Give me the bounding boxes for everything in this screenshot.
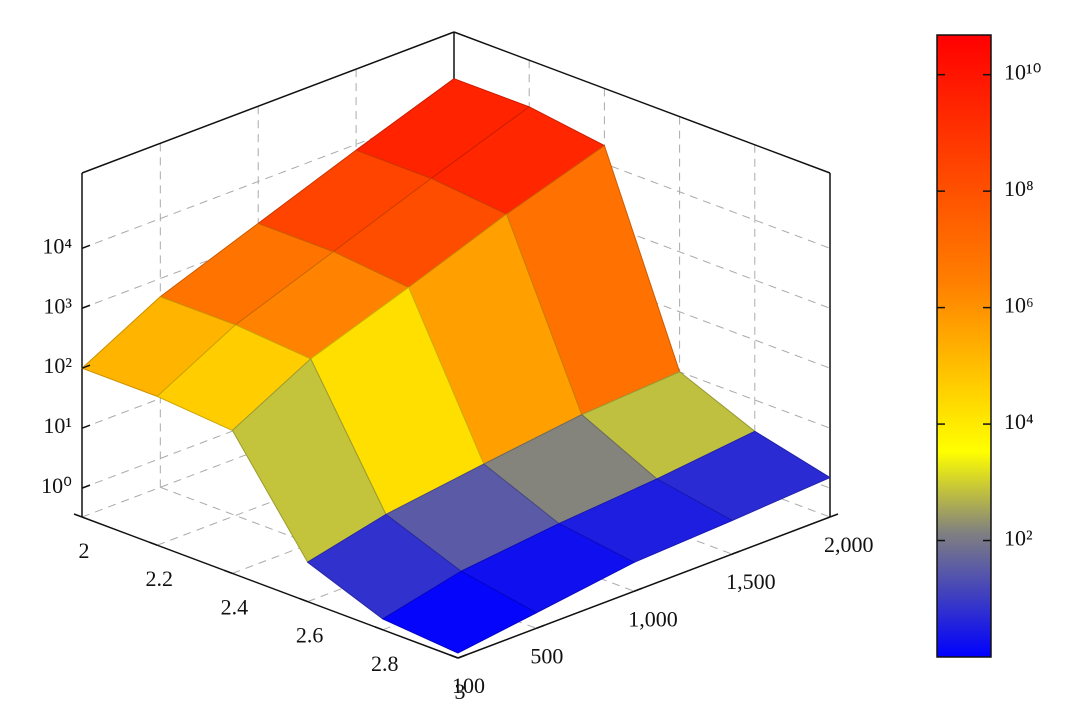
x-tick-label: 2.2 — [145, 566, 173, 591]
z-tick — [81, 244, 91, 249]
colorbar-tick-label: 10⁸ — [1004, 176, 1034, 201]
colorbar-tick-label: 10⁶ — [1004, 293, 1034, 318]
z-tick — [81, 424, 91, 429]
surface — [81, 78, 831, 654]
colorbar-ticks: 10² 10⁴ 10⁶ 10⁸ 10¹⁰ — [937, 60, 1042, 551]
y-tick-label: 100 — [452, 673, 485, 698]
colorbar — [936, 34, 992, 658]
z-tick — [81, 364, 91, 369]
axis-edge — [81, 516, 459, 659]
y-tick — [731, 550, 741, 555]
z-tick-label: 10² — [43, 353, 72, 378]
y-tick-label: 1,500 — [726, 569, 776, 594]
y-tick-label: 1,000 — [628, 606, 678, 631]
grid-line — [81, 106, 455, 249]
colorbar-tick-label: 10⁴ — [1004, 409, 1034, 434]
x-tick — [73, 513, 83, 518]
x-tick — [148, 541, 158, 546]
x-tick-label: 3 — [455, 679, 466, 704]
grid-line — [453, 106, 831, 249]
grid-line — [453, 166, 831, 309]
z-tick-label: 10¹ — [43, 413, 72, 438]
x-tick — [299, 597, 308, 603]
y-tick-label: 2,000 — [824, 532, 874, 557]
z-tick — [81, 304, 91, 309]
axis-edge — [81, 31, 455, 174]
axis-edge — [453, 31, 831, 174]
colorbar-tick-label: 10² — [1004, 526, 1033, 551]
y-tick-label: 500 — [530, 643, 563, 668]
z-tick-label: 10³ — [43, 293, 72, 318]
x-tick-label: 2.6 — [296, 623, 324, 648]
surface-patch — [382, 570, 537, 654]
x-tick-label: 2.8 — [371, 651, 399, 676]
z-tick-label: 10⁴ — [42, 233, 72, 258]
x-tick — [374, 626, 384, 631]
z-tick — [81, 484, 91, 489]
axis-edge — [457, 516, 831, 659]
y-tick — [829, 513, 839, 518]
y-tick — [633, 587, 643, 592]
x-tick-label: 2.4 — [221, 594, 249, 619]
x-tick — [224, 569, 233, 575]
colorbar-tick-label: 10¹⁰ — [1004, 60, 1042, 85]
x-tick-label: 2 — [79, 538, 90, 563]
x-tick — [449, 654, 459, 659]
y-tick — [536, 624, 545, 630]
y-tick — [457, 654, 467, 659]
z-tick-label: 10⁰ — [41, 473, 72, 498]
